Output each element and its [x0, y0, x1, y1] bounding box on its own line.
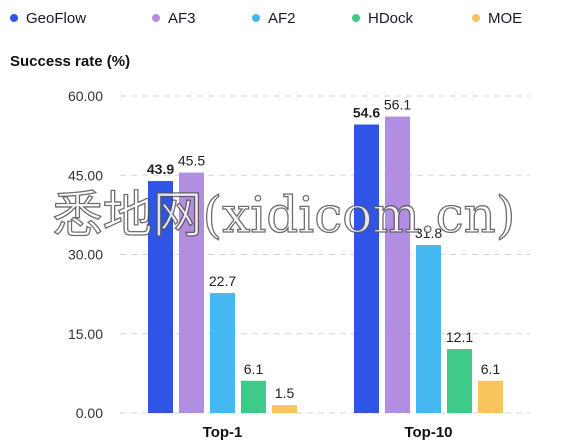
bar-geoflow-top-1: [148, 181, 173, 413]
bar-hdock-top-1: [241, 380, 266, 413]
legend-marker-af3: [152, 14, 160, 22]
watermark: 悉地网(xidicom.cn): [53, 186, 516, 244]
legend-label-hdock: HDock: [368, 10, 414, 27]
bar-af2-top-1: [210, 293, 235, 413]
bar-af3-top-1: [179, 172, 204, 413]
x-axis-categories: Top-1 Top-10: [203, 424, 453, 441]
y-axis-title: Success rate (%): [10, 53, 130, 70]
data-label-af3-top-10: 56.1: [384, 97, 411, 113]
data-label-geoflow-top-10: 54.6: [353, 105, 380, 121]
legend-label-moe: MOE: [488, 10, 522, 27]
legend-label-af2: AF2: [268, 10, 296, 27]
legend-label-af3: AF3: [168, 10, 196, 27]
y-tick-label: 15.00: [68, 326, 103, 342]
bar-geoflow-top-10: [354, 124, 379, 413]
data-label-af2-top-1: 22.7: [209, 273, 236, 289]
data-label-hdock-top-1: 6.1: [244, 361, 264, 377]
y-tick-label: 45.00: [68, 167, 103, 183]
bars: [148, 116, 503, 413]
bar-hdock-top-10: [447, 349, 472, 413]
legend-marker-moe: [472, 14, 480, 22]
data-labels: 43.945.5 22.7 6.1 1.5 54.6 56.1 31.8 12.1 6.1: [147, 97, 501, 401]
data-label-af2-top-10: 31.8: [415, 225, 442, 241]
y-tick-label: 30.00: [68, 247, 103, 263]
bar-moe-top-10: [478, 380, 503, 413]
y-tick-label: 60.00: [68, 88, 103, 104]
bar-af2-top-10: [416, 244, 441, 413]
data-label-geoflow-top-1: 43.9: [147, 161, 174, 177]
data-label-hdock-top-10: 12.1: [446, 329, 473, 345]
legend-marker-af2: [252, 14, 260, 22]
legend-marker-geoflow: [10, 14, 18, 22]
legend: GeoFlow AF3 AF2 HDock MOE: [10, 10, 522, 27]
bar-af3-top-10: [385, 116, 410, 413]
x-category-label: Top-10: [404, 424, 452, 441]
legend-label-geoflow: GeoFlow: [26, 10, 86, 27]
data-label-moe-top-1: 1.5: [275, 385, 295, 401]
y-axis-ticks: 0.00 15.00 30.00 45.00 60.00: [68, 88, 103, 421]
x-category-label: Top-1: [203, 424, 243, 441]
data-label-moe-top-10: 6.1: [481, 361, 501, 377]
legend-marker-hdock: [352, 14, 360, 22]
data-label-af3-top-1: 45.5: [178, 153, 205, 169]
y-tick-label: 0.00: [76, 405, 103, 421]
bar-moe-top-1: [272, 405, 297, 413]
